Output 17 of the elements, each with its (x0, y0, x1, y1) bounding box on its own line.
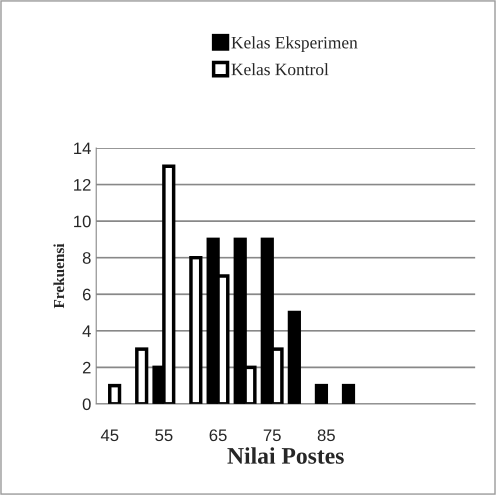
x-tick-label: 85 (318, 429, 335, 442)
x-tick-label: 45 (100, 430, 118, 442)
x-tick-label: 65 (210, 429, 227, 442)
y-tick-label: 4 (82, 325, 91, 337)
y-axis-title: Frekuensi (53, 244, 64, 308)
y-tick-label: 6 (82, 288, 91, 300)
x-tick-label: 75 (264, 430, 281, 442)
legend-label: Kelas Kontrol (231, 63, 329, 76)
legend-label: Kelas Eksperimen (231, 36, 358, 52)
x-tick-label: 55 (155, 430, 172, 442)
y-tick-label: 0 (82, 398, 91, 410)
y-tick-label: 14 (74, 142, 91, 154)
y-tick-label: 8 (82, 252, 91, 264)
y-tick-label: 10 (74, 216, 91, 228)
y-tick-label: 2 (82, 362, 91, 374)
x-axis-title: Nilai Postes (227, 447, 344, 464)
y-tick-label: 12 (74, 178, 91, 191)
